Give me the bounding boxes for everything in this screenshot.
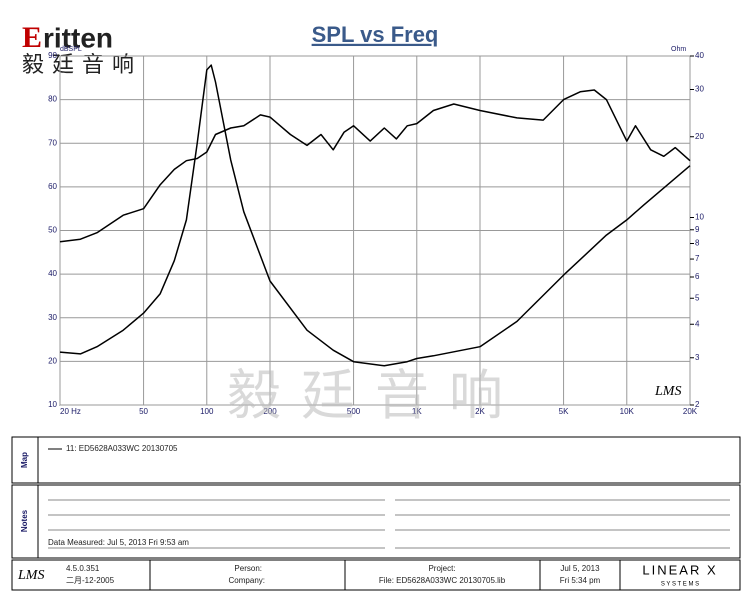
y2-tick-label: 5	[695, 293, 700, 302]
footer-panel	[11, 559, 741, 591]
measured-note: Data Measured: Jul 5, 2013 Fri 9:53 am	[48, 538, 189, 547]
y-tick-label: 40	[48, 269, 57, 278]
y2-tick-label: 9	[695, 225, 700, 234]
note-lines	[48, 499, 730, 549]
footer-build-date: 二月-12-2005	[66, 576, 115, 585]
x-tick-label: 1K	[412, 407, 422, 416]
y-tick-label: 90	[48, 51, 57, 60]
logo-brand: ritten	[43, 22, 113, 53]
y2-tick-label: 20	[695, 132, 704, 141]
y2-tick-label: 10	[695, 213, 704, 222]
x-tick-label: 200	[263, 407, 277, 416]
y2-tick-label: 3	[695, 353, 700, 362]
y-tick-label: 60	[48, 182, 57, 191]
y2-tick-label: 40	[695, 51, 704, 60]
y-axis-label: dBSPL	[60, 46, 82, 53]
logo-e: E	[22, 21, 42, 54]
footer-person: Person:	[234, 564, 262, 573]
chart-title: SPL vs Freq	[312, 22, 439, 47]
series-line	[59, 64, 691, 367]
footer-dividers	[149, 560, 621, 590]
y-tick-label: 30	[48, 313, 57, 322]
x-tick-label: 500	[347, 407, 361, 416]
y-tick-label: 80	[48, 95, 57, 104]
footer-time: Fri 5:34 pm	[560, 576, 601, 585]
series-line	[59, 89, 691, 243]
x-tick-label: 20 Hz	[60, 407, 81, 416]
legend-entry: 11: ED5628A033WC 20130705	[66, 444, 178, 453]
watermark: 毅廷音响	[227, 364, 523, 427]
footer-date: Jul 5, 2013	[560, 564, 600, 573]
x-tick-label: 10K	[620, 407, 635, 416]
footer-vendor: LINEAR X	[642, 562, 717, 577]
x-tick-label: 20K	[683, 407, 698, 416]
notes-panel	[11, 484, 741, 559]
y-tick-label: 10	[48, 400, 57, 409]
footer-project: Project:	[428, 564, 455, 573]
y2-tick-label: 30	[695, 85, 704, 94]
x-tick-label: 2K	[475, 407, 485, 416]
y2-tick-label: 2	[695, 400, 700, 409]
software-mark: LMS	[654, 384, 681, 399]
y2-tick-label: 7	[695, 254, 700, 263]
footer-vendor-sub: S Y S T E M S	[661, 582, 699, 588]
x-tick-label: 100	[200, 407, 214, 416]
y-tick-label: 50	[48, 226, 57, 235]
footer-file: File: ED5628A033WC 20130705.lib	[379, 576, 506, 585]
y2-tick-label: 8	[695, 239, 700, 248]
notes-label: Notes	[20, 509, 29, 532]
y2-tick-label: 6	[695, 272, 700, 281]
x-tick-label: 5K	[559, 407, 569, 416]
x-tick-label: 50	[139, 407, 148, 416]
footer-lms: LMS	[17, 568, 44, 583]
map-label: Map	[20, 452, 29, 468]
footer-version: 4.5.0.351	[66, 564, 100, 573]
y-tick-label: 20	[48, 356, 57, 365]
plot: 20 Hz 50 100 200 500 1K 2K 5K 10K 20K 10 20 30 40 50 60…	[48, 51, 704, 416]
y2-axis-label: Ohm	[671, 46, 686, 53]
footer-company: Company:	[229, 576, 265, 585]
map-panel	[11, 436, 741, 484]
y2-tick-label: 4	[695, 319, 700, 328]
y-tick-label: 70	[48, 138, 57, 147]
